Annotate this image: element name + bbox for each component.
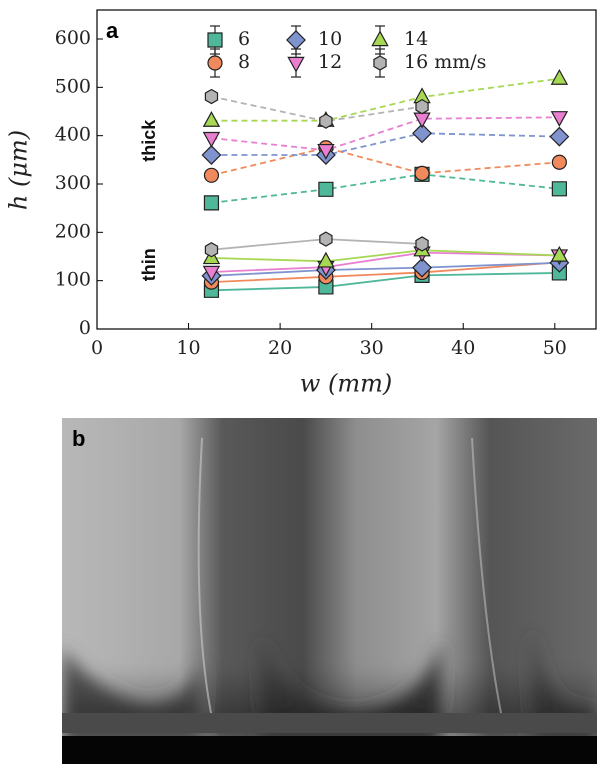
marker [414, 165, 430, 181]
photo: b [62, 418, 597, 764]
marker [317, 251, 335, 268]
series-line [211, 146, 560, 177]
y-tick-label: 100 [55, 269, 91, 291]
marker [204, 242, 219, 258]
legend-label: 12 [318, 51, 342, 73]
marker [202, 265, 221, 282]
legend-marker [287, 56, 305, 73]
legend-marker [286, 30, 306, 50]
series-line [211, 116, 560, 152]
legend-marker [207, 32, 223, 48]
x-axis-label: w (mm) [300, 370, 392, 398]
legend-marker [373, 55, 387, 71]
legend-label: 10 [318, 28, 342, 50]
marker [551, 181, 567, 197]
x-tick-label: 50 [543, 337, 567, 359]
marker [204, 88, 219, 105]
legend-marker [207, 55, 223, 71]
plot-frame [96, 9, 597, 330]
series-line [211, 261, 560, 284]
legend-marker [371, 30, 389, 47]
panel-label: b [72, 426, 85, 451]
series-line [211, 238, 423, 251]
marker [202, 131, 221, 148]
y-tick-label: 0 [79, 317, 91, 339]
y-tick-label: 400 [55, 124, 91, 146]
series-line [211, 251, 560, 273]
series-line [211, 272, 560, 292]
marker [551, 154, 567, 170]
marker [317, 143, 335, 160]
y-axis-label: h (μm) [5, 130, 33, 210]
marker [412, 257, 432, 278]
marker [202, 111, 221, 127]
x-tick-label: 40 [451, 337, 475, 359]
y-tick-label: 600 [55, 27, 91, 49]
group-label: thin [139, 248, 159, 281]
legend-label: 14 [404, 28, 428, 50]
x-tick-label: 10 [176, 337, 200, 359]
y-tick-label: 500 [55, 75, 91, 97]
marker [319, 231, 333, 247]
x-tick-label: 30 [360, 337, 384, 359]
marker [318, 181, 334, 197]
marker [550, 68, 569, 85]
marker [203, 195, 220, 211]
series-line [211, 261, 560, 277]
marker [412, 123, 432, 144]
marker [550, 111, 569, 127]
series-line [211, 249, 560, 263]
marker [203, 167, 220, 183]
marker [550, 245, 569, 262]
series-line [211, 77, 560, 122]
marker [415, 236, 429, 252]
series-line [211, 173, 560, 204]
panel-label: a [106, 18, 119, 43]
marker [415, 98, 429, 115]
chart: a w (mm) h (μm) 0 100 200 300 400 500 600 0 10 20… [5, 9, 597, 398]
group-label: thick [139, 119, 159, 162]
marker [549, 126, 570, 147]
legend-label: 6 [238, 28, 250, 50]
y-tick-label: 200 [55, 220, 91, 242]
legend-label: 8 [238, 51, 250, 73]
series-line [211, 132, 560, 156]
marker [319, 113, 333, 129]
y-tick-label: 300 [55, 172, 91, 194]
x-tick-label: 0 [91, 337, 103, 359]
marker [201, 145, 222, 165]
x-tick-label: 20 [268, 337, 292, 359]
legend-label: 16 mm/s [404, 51, 486, 73]
series-line [211, 95, 423, 123]
